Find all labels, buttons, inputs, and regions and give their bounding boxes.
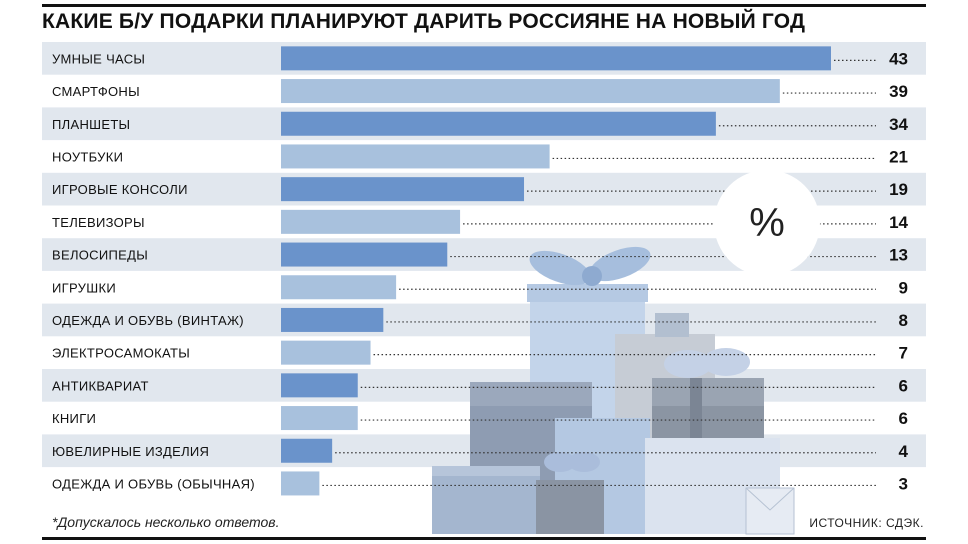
category-label: ПЛАНШЕТЫ [52,117,130,132]
value-label: 9 [899,278,908,297]
value-label: 8 [899,311,908,330]
category-label: НОУТБУКИ [52,149,123,164]
bottom-rule [42,537,926,540]
value-label: 7 [899,344,908,363]
footnote: *Допускалось несколько ответов. [52,514,280,530]
bar [281,177,525,202]
chart-title: КАКИЕ Б/У ПОДАРКИ ПЛАНИРУЮТ ДАРИТЬ РОССИ… [42,10,806,33]
value-label: 19 [889,180,908,199]
value-label: 6 [899,409,908,428]
source-note: ИСТОЧНИК: СДЭК. [809,516,924,530]
value-label: 13 [889,246,908,265]
category-label: ВЕЛОСИПЕДЫ [52,248,148,263]
gift-boxes-illustration [432,246,795,535]
bar [281,79,780,104]
category-label: ТЕЛЕВИЗОРЫ [52,215,145,230]
bar [281,406,358,431]
percent-badge: % [714,170,820,276]
bar [281,307,384,332]
value-label: 34 [889,115,908,134]
bar [281,438,333,463]
value-label: 39 [889,82,908,101]
value-label: 21 [889,147,908,166]
category-label: УМНЫЕ ЧАСЫ [52,51,145,66]
bar [281,471,320,496]
row-band [42,303,926,337]
category-label: ОДЕЖДА И ОБУВЬ (ОБЫЧНАЯ) [52,476,255,491]
bar [281,209,461,234]
value-label: 6 [899,376,908,395]
top-rule [42,4,926,7]
category-label: ЮВЕЛИРНЫЕ ИЗДЕЛИЯ [52,444,209,459]
bar [281,111,716,136]
bar [281,373,358,398]
category-label: КНИГИ [52,411,96,426]
value-label: 43 [889,49,908,68]
category-label: ИГРУШКИ [52,280,116,295]
category-label: ОДЕЖДА И ОБУВЬ (ВИНТАЖ) [52,313,244,328]
category-label: ИГРОВЫЕ КОНСОЛИ [52,182,188,197]
bar [281,242,448,267]
value-label: 4 [899,442,909,461]
category-label: СМАРТФОНЫ [52,84,140,99]
value-label: 3 [899,474,908,493]
bar [281,275,397,300]
category-label: АНТИКВАРИАТ [52,378,149,393]
bar [281,340,371,365]
bar [281,46,831,71]
bar [281,144,550,169]
category-label: ЭЛЕКТРОСАМОКАТЫ [52,346,190,361]
value-label: 14 [889,213,908,232]
